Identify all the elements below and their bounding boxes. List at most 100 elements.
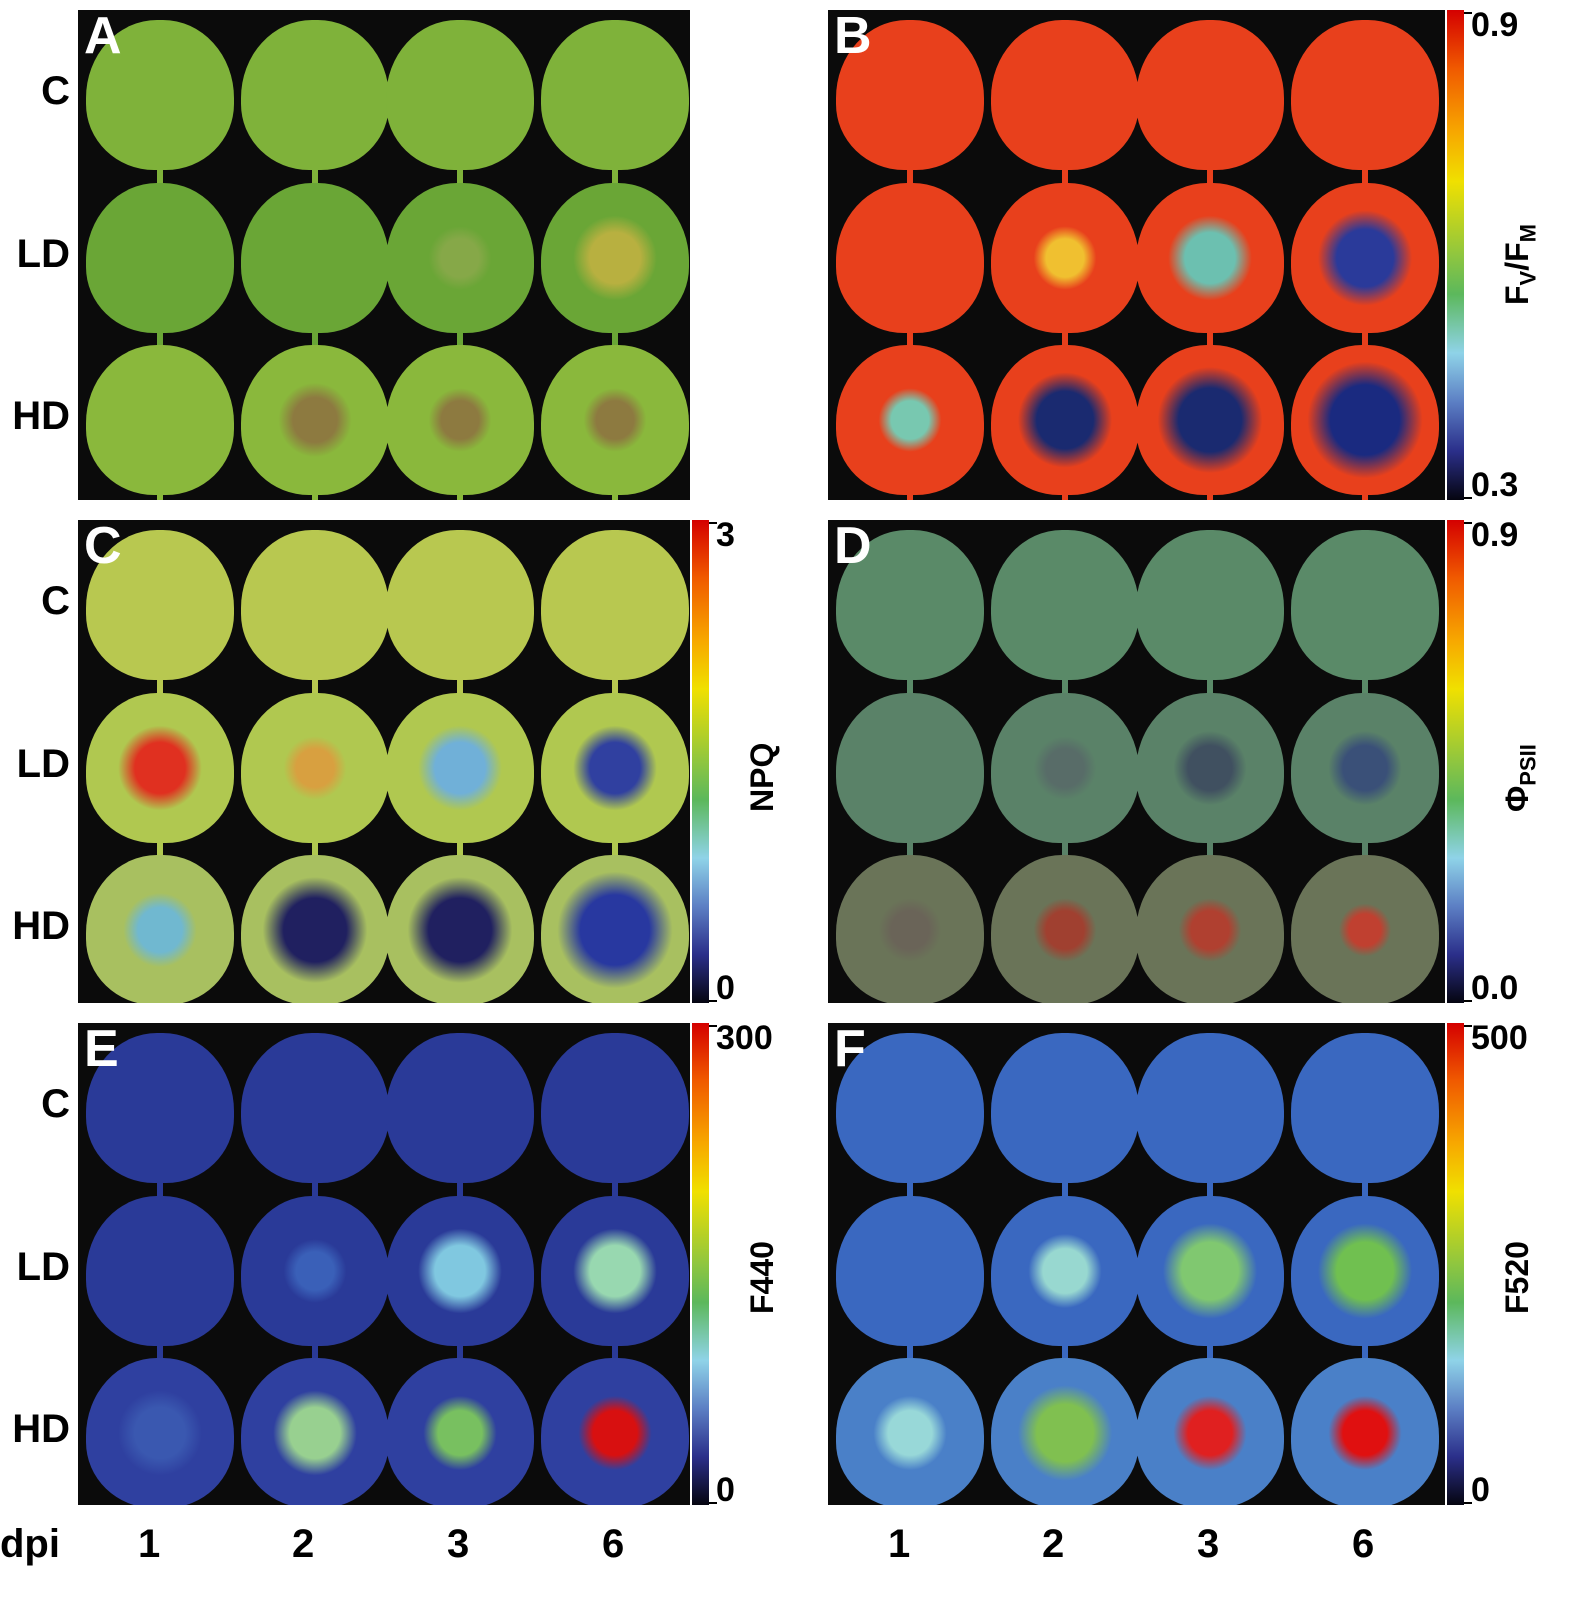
leaf-stem xyxy=(612,1179,618,1197)
leaf-stem xyxy=(1207,1504,1213,1505)
leaf xyxy=(241,530,389,680)
colorbar-label: F440 xyxy=(744,1241,780,1314)
leaf xyxy=(241,183,389,333)
leaf xyxy=(1291,855,1439,1003)
leaf xyxy=(991,1033,1139,1183)
colorbar xyxy=(692,520,709,1003)
leaf xyxy=(1136,345,1284,495)
panel-F: F xyxy=(828,1023,1445,1505)
leaf-stem xyxy=(1207,1342,1213,1360)
leaf-stem xyxy=(1362,1001,1368,1003)
leaf xyxy=(386,345,534,495)
panel-label: E xyxy=(84,1023,119,1078)
colorbar-label: F520 xyxy=(1499,1241,1535,1314)
leaf xyxy=(86,1196,234,1346)
leaf xyxy=(836,345,984,495)
leaf-stem xyxy=(1207,1179,1213,1197)
leaf xyxy=(991,693,1139,843)
leaf xyxy=(991,530,1139,680)
leaf xyxy=(386,1358,534,1505)
colorbar-label-sub: M xyxy=(1515,224,1541,243)
leaf xyxy=(836,1358,984,1505)
leaf xyxy=(386,20,534,170)
leaf-stem xyxy=(1362,839,1368,857)
colorbar-tick xyxy=(1464,497,1472,499)
leaf xyxy=(1136,20,1284,170)
colorbar-min: 0.3 xyxy=(1471,466,1519,504)
leaf xyxy=(1291,530,1439,680)
leaf-stem xyxy=(157,491,163,500)
row-label: C xyxy=(41,69,70,113)
leaf xyxy=(541,183,689,333)
colorbar-max: 300 xyxy=(716,1019,773,1057)
leaf xyxy=(86,1358,234,1505)
leaf-stem xyxy=(907,329,913,347)
panel-B: B xyxy=(828,10,1445,500)
row-label: C xyxy=(41,1082,70,1126)
panel-C: C xyxy=(78,520,690,1003)
leaf xyxy=(991,183,1139,333)
leaf-stem xyxy=(312,491,318,500)
leaf-stem xyxy=(1362,329,1368,347)
colorbar-max: 500 xyxy=(1471,1019,1528,1057)
leaf xyxy=(86,20,234,170)
leaf xyxy=(86,183,234,333)
leaf xyxy=(1136,855,1284,1003)
colorbar xyxy=(692,1023,709,1505)
leaf xyxy=(541,530,689,680)
colorbar-label: ΦPSII xyxy=(1499,744,1541,812)
colorbar-max: 0.9 xyxy=(1471,516,1519,554)
leaf-stem xyxy=(457,676,463,694)
leaf-stem xyxy=(1062,839,1068,857)
leaf xyxy=(1136,1033,1284,1183)
leaf-stem xyxy=(1062,166,1068,184)
leaf xyxy=(1291,693,1439,843)
leaf xyxy=(836,1033,984,1183)
x-axis-label: dpi xyxy=(0,1522,60,1566)
leaf xyxy=(1291,345,1439,495)
row-label: C xyxy=(41,579,70,623)
colorbar-label: FV/FM xyxy=(1499,224,1541,305)
leaf-stem xyxy=(457,491,463,500)
panel-label: F xyxy=(834,1023,866,1078)
leaf xyxy=(86,530,234,680)
x-tick: 6 xyxy=(1352,1522,1375,1566)
leaf-stem xyxy=(1362,1342,1368,1360)
leaf xyxy=(241,1033,389,1183)
panel-D: D xyxy=(828,520,1445,1003)
leaf xyxy=(836,1196,984,1346)
colorbar-min: 0 xyxy=(1471,1471,1490,1509)
leaf-stem xyxy=(312,1179,318,1197)
leaf xyxy=(386,1196,534,1346)
leaf-stem xyxy=(1362,1504,1368,1505)
colorbar-min: 0 xyxy=(716,1471,735,1509)
leaf-stem xyxy=(1062,329,1068,347)
leaf-stem xyxy=(1062,1001,1068,1003)
leaf-stem xyxy=(907,1342,913,1360)
leaf-stem xyxy=(157,1504,163,1505)
leaf-stem xyxy=(612,676,618,694)
leaf-stem xyxy=(907,166,913,184)
leaf-stem xyxy=(612,329,618,347)
leaf-stem xyxy=(1362,1179,1368,1197)
leaf-stem xyxy=(612,1504,618,1505)
leaf xyxy=(86,1033,234,1183)
leaf xyxy=(991,1358,1139,1505)
leaf xyxy=(241,693,389,843)
colorbar-max: 3 xyxy=(716,516,735,554)
leaf xyxy=(991,345,1139,495)
leaf-stem xyxy=(1062,1342,1068,1360)
colorbar-tick xyxy=(709,1025,717,1027)
leaf-stem xyxy=(1062,1179,1068,1197)
leaf-stem xyxy=(457,1504,463,1505)
leaf-stem xyxy=(157,839,163,857)
leaf xyxy=(541,1358,689,1505)
panel-label: B xyxy=(834,10,872,65)
leaf-stem xyxy=(1362,676,1368,694)
leaf xyxy=(86,693,234,843)
leaf xyxy=(241,855,389,1003)
leaf-stem xyxy=(457,839,463,857)
leaf xyxy=(241,1358,389,1505)
leaf xyxy=(86,855,234,1003)
x-tick: 6 xyxy=(602,1522,625,1566)
